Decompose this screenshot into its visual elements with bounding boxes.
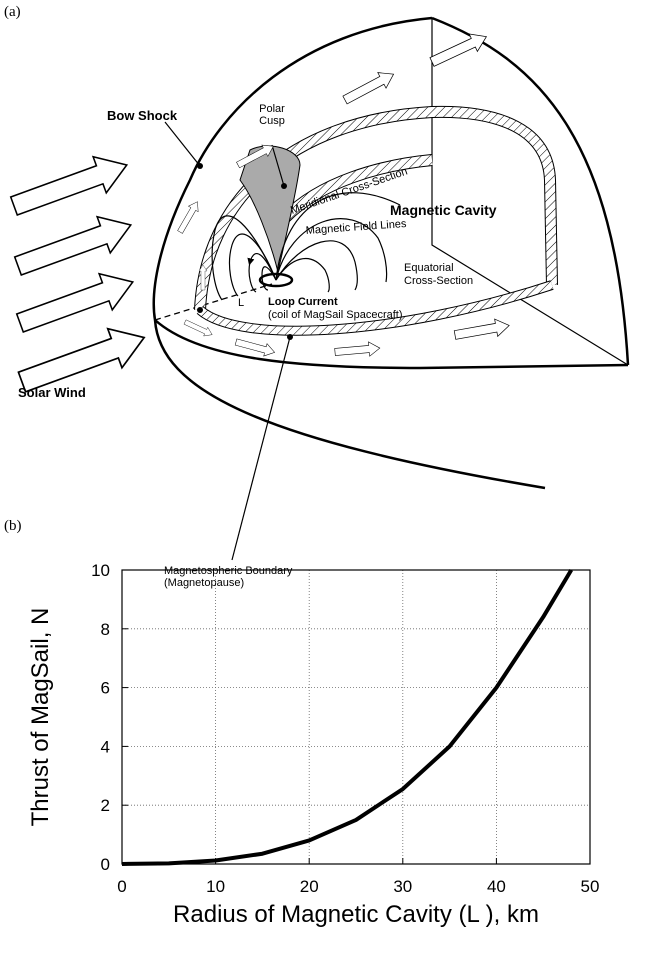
y-tick-label: 10 xyxy=(91,561,110,580)
label: Solar Wind xyxy=(18,385,86,400)
panel-label: (b) xyxy=(4,518,22,534)
leader xyxy=(232,337,290,560)
leader xyxy=(165,122,200,166)
x-tick-label: 0 xyxy=(117,877,126,896)
label: Loop Current xyxy=(268,296,338,308)
x-tick-label: 40 xyxy=(487,877,506,896)
label: Bow Shock xyxy=(107,108,178,123)
line xyxy=(122,570,571,864)
y-tick-label: 4 xyxy=(101,737,110,756)
x-tick-label: 50 xyxy=(581,877,600,896)
label: (coil of MagSail Spacecraft) xyxy=(268,309,403,321)
panel-label: (a) xyxy=(4,4,21,20)
x-tick-label: 20 xyxy=(300,877,319,896)
label: L xyxy=(238,297,244,309)
figure: (a) xyxy=(0,0,645,958)
label: Magnetic Field Lines xyxy=(305,218,407,237)
x-axis-label: Radius of Magnetic Cavity (L ), km xyxy=(173,901,539,928)
y-tick-label: 0 xyxy=(101,855,110,874)
dot xyxy=(197,307,203,313)
y-tick-label: 8 xyxy=(101,620,110,639)
x-tick-label: 10 xyxy=(206,877,225,896)
chart: (b) Radius of Magnetic Cavity (L ), km T… xyxy=(4,518,599,928)
diagram: (a) xyxy=(4,4,628,589)
y-axis-label: Thrust of MagSail, N xyxy=(27,608,54,827)
x-tick-label: 30 xyxy=(393,877,412,896)
y-tick-label: 6 xyxy=(101,679,110,698)
label: Magnetic Cavity xyxy=(390,202,497,218)
label: Magnetospheric Boundary(Magnetopause) xyxy=(164,565,293,589)
y-tick-label: 2 xyxy=(101,796,110,815)
